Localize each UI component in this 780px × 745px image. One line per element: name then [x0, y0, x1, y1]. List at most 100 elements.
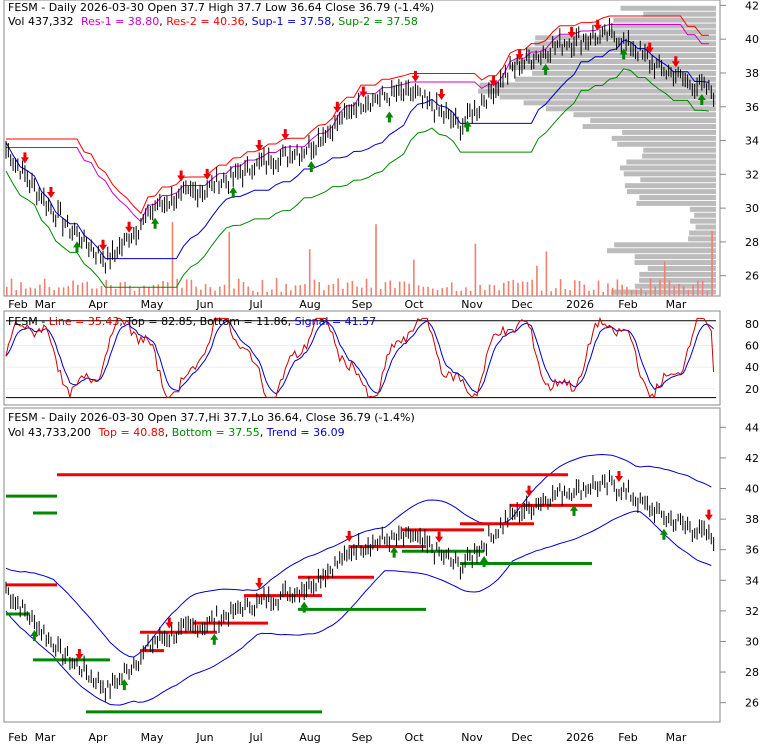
volume-bar [62, 287, 65, 296]
volume-bar [275, 278, 278, 296]
sell-arrow [411, 70, 420, 82]
sell-arrow [20, 152, 29, 164]
volume-bar [389, 280, 391, 296]
sell-arrow [525, 485, 534, 497]
sell-arrow [704, 509, 713, 521]
volume-bar [332, 283, 335, 296]
volume-profile-bar [620, 5, 716, 11]
buy-arrow [385, 111, 394, 123]
price-x-tick-label: Feb [618, 298, 637, 311]
volume-bar [152, 285, 155, 296]
volume-bar [659, 279, 661, 296]
buy-arrow [390, 546, 399, 558]
volume-bar [588, 290, 590, 296]
price-y-tick-label: 26 [745, 270, 759, 283]
volume-bar [204, 283, 207, 296]
volume-bar [228, 231, 231, 296]
volume-bar [304, 284, 306, 296]
buy-arrow [120, 679, 129, 691]
stochastic-signal-line [5, 320, 714, 395]
sell-arrow [46, 187, 55, 199]
price-x-tick-label: Oct [404, 298, 424, 311]
volume-bar [697, 280, 699, 296]
bands-x-tick-label: May [141, 731, 164, 744]
price-x-tick-label: Mar [666, 298, 687, 311]
sell-arrow [125, 221, 134, 233]
volume-bar [271, 289, 273, 296]
sell-arrow [435, 531, 444, 543]
volume-bar [578, 280, 581, 296]
volume-bar [649, 278, 652, 296]
volume-bar [148, 287, 150, 296]
volume-bar [43, 278, 46, 296]
volume-bar [119, 282, 122, 296]
volume-bar [654, 286, 657, 296]
sell-arrow [255, 140, 264, 152]
volume-bar [413, 259, 415, 296]
volume-profile-bar [634, 254, 716, 260]
volume-bar [621, 284, 623, 296]
volume-profile-bar [610, 289, 716, 295]
volume-bar [256, 291, 259, 296]
volume-bar [48, 287, 51, 296]
volume-bar [446, 287, 448, 296]
volume-bar [484, 289, 486, 296]
volume-bar [285, 284, 287, 296]
sell-arrow [333, 101, 342, 113]
volume-bar [370, 287, 373, 296]
bands-y-tick-label: 28 [745, 666, 759, 679]
volume-bar [10, 278, 13, 296]
volume-profile-bar [639, 195, 716, 200]
volume-bar [77, 284, 79, 296]
price-y-tick-label: 42 [745, 0, 759, 12]
sell-arrow [593, 19, 602, 31]
volume-bar [209, 287, 212, 296]
volume-bar [503, 282, 505, 296]
volume-bar [29, 287, 32, 296]
volume-bar [645, 291, 647, 296]
bands-x-tick-label: Sep [352, 731, 373, 744]
volume-profile-bar [626, 159, 716, 165]
volume-bar [375, 224, 377, 296]
buy-arrow [229, 186, 238, 198]
volume-bar [318, 282, 320, 296]
bands-panel-frame [3, 407, 721, 723]
volume-profile-bar [514, 76, 716, 82]
sell-arrow [489, 75, 498, 87]
volume-bar [91, 288, 93, 296]
sell-arrow [645, 42, 654, 54]
volume-bar [356, 286, 358, 296]
price-x-tick-label: Nov [461, 298, 483, 311]
volume-profile-bar [634, 260, 716, 266]
bands-y-tick-label: 32 [745, 605, 759, 618]
volume-bar [24, 288, 27, 296]
bands-y-tick-label: 40 [745, 483, 759, 496]
volume-bar [488, 284, 491, 296]
volume-profile-bar [695, 224, 716, 230]
volume-bar [313, 279, 316, 296]
stochastic-y-tick-label: 80 [745, 318, 759, 331]
volume-bar [365, 278, 368, 296]
sell-arrow [255, 577, 264, 589]
volume-profile-bar [619, 165, 716, 171]
volume-bar [72, 280, 74, 296]
volume-profile-bar [643, 11, 716, 17]
bands-y-tick-label: 44 [745, 421, 759, 434]
volume-bar [469, 290, 472, 296]
volume-bar [403, 281, 406, 296]
volume-bar [678, 283, 680, 296]
volume-bar [81, 282, 84, 296]
volume-bar [86, 281, 89, 296]
volume-profile-bar [634, 283, 716, 289]
volume-bar [157, 284, 160, 296]
volume-profile-bar [535, 35, 716, 41]
volume-bar [351, 280, 354, 296]
volume-profile-bar [611, 135, 716, 141]
price-legend-line-2: Vol 437,332 Res-1 = 38.80, Res-2 = 40.36… [8, 15, 418, 28]
volume-bar [635, 289, 638, 296]
volume-profile-bar [601, 29, 716, 35]
volume-bar [323, 290, 325, 296]
volume-profile-bar [523, 100, 716, 106]
volume-bar [233, 288, 235, 296]
volume-profile-bar [688, 236, 716, 242]
